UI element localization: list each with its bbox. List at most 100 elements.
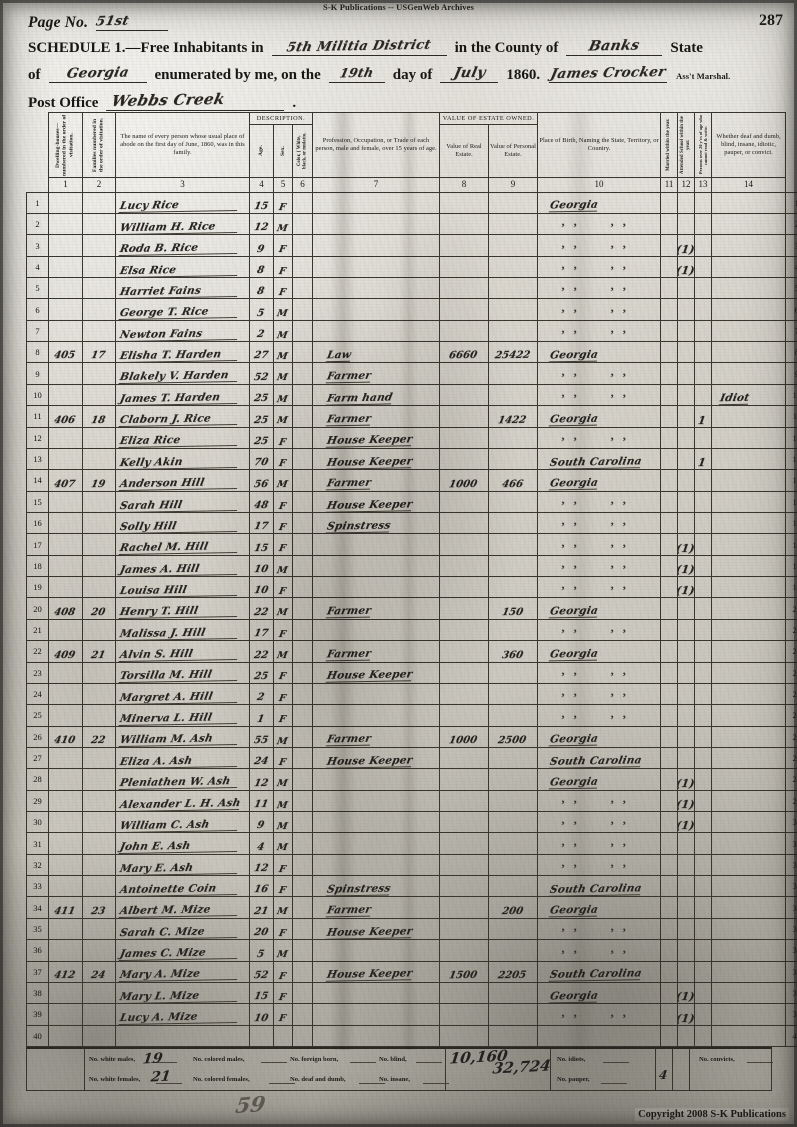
table-row[interactable]: 33 Antoinette Coin 16 F Spinstress South Caro… (26, 875, 797, 898)
cell-attended-school[interactable] (677, 383, 696, 407)
cell-married-within-year[interactable] (660, 426, 679, 449)
cell-color[interactable] (291, 917, 314, 941)
cell-married-within-year[interactable] (660, 875, 679, 898)
cell-married-within-year[interactable] (660, 341, 679, 364)
cell-color[interactable] (291, 533, 314, 556)
cell-attended-school[interactable] (677, 640, 696, 663)
cell-disability[interactable] (711, 490, 787, 514)
cell-sex[interactable]: F (273, 875, 293, 898)
cell-value-real-estate[interactable] (439, 511, 490, 535)
cell-occupation[interactable]: House Keeper (312, 746, 441, 770)
cell-age[interactable]: 25 (249, 383, 274, 407)
cell-family-number[interactable] (82, 768, 116, 791)
cell-sex[interactable]: M (273, 383, 293, 407)
cell-place-of-birth[interactable]: ’’ ’’ (537, 853, 662, 877)
cell-color[interactable] (291, 341, 314, 364)
cell-value-personal-estate[interactable] (488, 917, 539, 941)
cell-value-real-estate[interactable] (439, 661, 490, 684)
cell-dwelling-number[interactable] (48, 277, 83, 300)
cell-married-within-year[interactable] (660, 725, 679, 748)
table-row[interactable]: 4 Elsa Rice 8 F ’’ ’’ (1) 4 (26, 255, 797, 279)
cell-sex[interactable]: F (273, 1003, 293, 1026)
cell-value-real-estate[interactable] (439, 704, 490, 727)
cell-sex[interactable]: F (273, 917, 293, 941)
cell-disability[interactable] (711, 597, 787, 620)
cell-family-number[interactable] (82, 746, 116, 770)
cell-cannot-read-write[interactable] (694, 533, 713, 556)
cell-sex[interactable]: F (273, 960, 293, 983)
cell-occupation[interactable]: Farmer (312, 725, 441, 748)
cell-occupation[interactable] (312, 255, 441, 279)
cell-value-real-estate[interactable]: 1500 (439, 960, 490, 983)
cell-attended-school[interactable] (677, 853, 696, 877)
cell-color[interactable] (291, 832, 314, 855)
cell-married-within-year[interactable] (660, 704, 679, 727)
cell-occupation[interactable]: Farmer (312, 896, 441, 919)
cell-sex[interactable]: M (273, 896, 293, 919)
cell-dwelling-number[interactable]: 407 (48, 469, 83, 492)
cell-dwelling-number[interactable] (48, 682, 83, 706)
cell-family-number[interactable]: 23 (82, 896, 116, 919)
cell-attended-school[interactable] (677, 661, 696, 684)
cell-age[interactable]: 8 (249, 277, 274, 300)
cell-age[interactable]: 17 (249, 618, 274, 642)
cell-cannot-read-write[interactable] (694, 746, 713, 770)
cell-sex[interactable]: M (273, 469, 293, 492)
cell-married-within-year[interactable] (660, 618, 679, 642)
cell-value-real-estate[interactable] (439, 319, 490, 343)
cell-disability[interactable] (711, 576, 787, 599)
cell-color[interactable] (291, 554, 314, 578)
cell-color[interactable] (291, 490, 314, 514)
cell-attended-school[interactable] (677, 490, 696, 514)
cell-disability[interactable] (711, 426, 787, 449)
cell-occupation[interactable] (312, 576, 441, 599)
cell-value-personal-estate[interactable]: 466 (488, 469, 539, 492)
cell-disability[interactable] (711, 746, 787, 770)
cell-dwelling-number[interactable] (48, 511, 83, 535)
table-row[interactable]: 21 Malissa J. Hill 17F ’’ ’’ 21 (26, 618, 797, 642)
cell-person-name[interactable]: Mary E. Ash (115, 853, 250, 877)
cell-disability[interactable] (711, 533, 787, 556)
table-row[interactable]: 5 Harriet Fains 8 F ’’ ’’ 5 (26, 277, 797, 300)
cell-sex[interactable]: F (273, 661, 293, 684)
cell-age[interactable]: 21 (249, 896, 274, 919)
cell-color[interactable] (291, 319, 314, 343)
cell-age[interactable]: 22 (249, 597, 274, 620)
cell-age[interactable]: 4 (249, 832, 274, 855)
cell-disability[interactable] (711, 917, 787, 941)
cell-value-personal-estate[interactable]: 200 (488, 896, 539, 919)
cell-family-number[interactable]: 18 (82, 405, 116, 428)
cell-person-name[interactable]: Mary A. Mize (115, 960, 250, 983)
cell-attended-school[interactable] (677, 917, 696, 941)
cell-person-name[interactable]: Blakely V. Harden (115, 362, 250, 385)
cell-cannot-read-write[interactable] (694, 768, 713, 791)
cell-occupation[interactable]: House Keeper (312, 426, 441, 449)
cell-value-personal-estate[interactable] (488, 298, 539, 321)
cell-disability[interactable] (711, 725, 787, 748)
cell-place-of-birth[interactable]: ’’ ’’ (537, 426, 662, 449)
cell-attended-school[interactable] (677, 1024, 696, 1048)
cell-value-personal-estate[interactable] (488, 576, 539, 599)
cell-place-of-birth[interactable]: ’’ ’’ (537, 533, 662, 556)
cell-place-of-birth[interactable]: Georgia (537, 405, 662, 428)
cell-disability[interactable] (711, 789, 787, 813)
cell-dwelling-number[interactable] (48, 917, 83, 941)
cell-person-name[interactable]: Alexander L. H. Ash (115, 789, 250, 813)
cell-value-real-estate[interactable]: 1000 (439, 469, 490, 492)
cell-sex[interactable]: M (273, 811, 293, 834)
cell-cannot-read-write[interactable] (694, 853, 713, 877)
cell-value-personal-estate[interactable] (488, 212, 539, 236)
cell-cannot-read-write[interactable] (694, 704, 713, 727)
cell-color[interactable] (291, 725, 314, 748)
cell-family-number[interactable] (82, 576, 116, 599)
cell-occupation[interactable]: Law (312, 341, 441, 364)
cell-family-number[interactable] (82, 832, 116, 855)
cell-family-number[interactable]: 24 (82, 960, 116, 983)
cell-sex[interactable]: M (273, 319, 293, 343)
cell-family-number[interactable]: 22 (82, 725, 116, 748)
cell-family-number[interactable] (82, 704, 116, 727)
cell-attended-school[interactable] (677, 511, 696, 535)
cell-age[interactable]: 12 (249, 768, 274, 791)
cell-dwelling-number[interactable]: 409 (48, 640, 83, 663)
cell-family-number[interactable]: 21 (82, 640, 116, 663)
